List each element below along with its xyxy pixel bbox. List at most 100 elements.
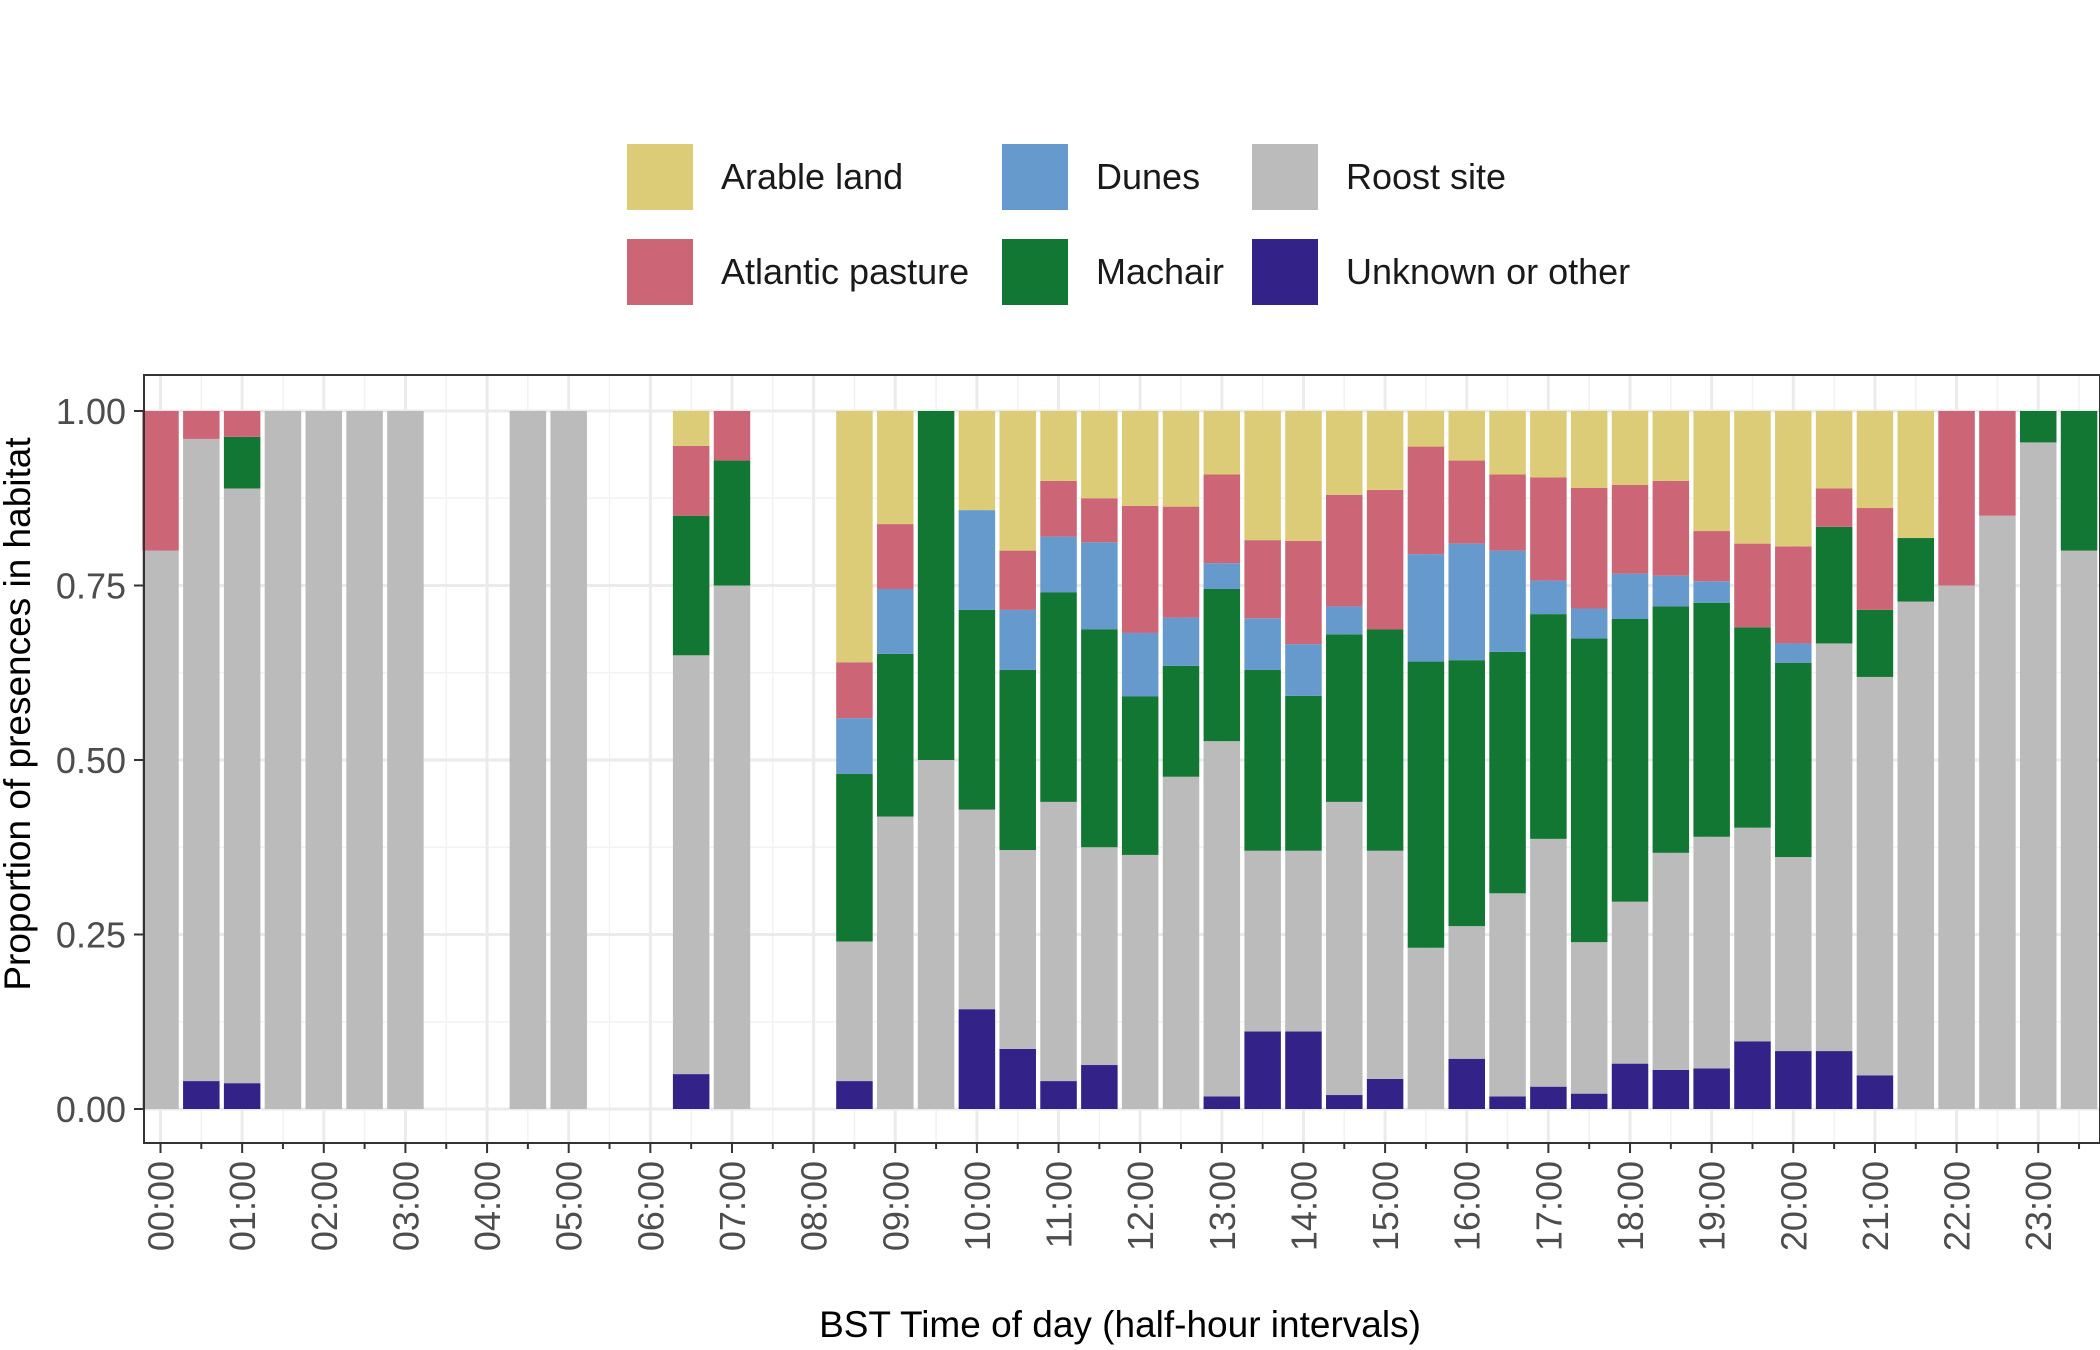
x-tick-label: 08:00 bbox=[794, 1161, 835, 1251]
bar-segment bbox=[142, 411, 179, 551]
bar-segment bbox=[1897, 411, 1935, 539]
bar-segment bbox=[1121, 411, 1159, 506]
bar-segment bbox=[1652, 411, 1690, 481]
bar-segment bbox=[1244, 1031, 1281, 1109]
legend-item-dunes: Dunes bbox=[1002, 143, 1200, 211]
y-tick-label: 0.50 bbox=[56, 740, 126, 781]
y-tick-label: 0.00 bbox=[56, 1089, 126, 1130]
bar-segment bbox=[1652, 575, 1690, 607]
bar-segment bbox=[1081, 411, 1118, 499]
bar-segment bbox=[958, 809, 996, 1010]
bar-segment bbox=[1407, 947, 1445, 1109]
bar-segment bbox=[1040, 801, 1077, 1082]
bar-segment bbox=[264, 411, 302, 1109]
x-tick-label: 07:00 bbox=[712, 1161, 753, 1251]
bar-segment bbox=[1366, 1078, 1404, 1109]
bar-segment bbox=[1897, 601, 1935, 1109]
bar-segment bbox=[1815, 411, 1853, 489]
bar-segment bbox=[1489, 474, 1526, 551]
legend-swatch-atlantic-pasture bbox=[627, 239, 693, 305]
y-axis-title: Proportion of presences in habitat bbox=[0, 437, 38, 991]
x-tick-label: 21:00 bbox=[1855, 1161, 1896, 1251]
bar-segment bbox=[1611, 484, 1649, 574]
bar-segment bbox=[1081, 1065, 1118, 1109]
bar-segment bbox=[1326, 634, 1363, 802]
bar-segment bbox=[1693, 531, 1730, 582]
x-tick-label: 19:00 bbox=[1692, 1161, 1733, 1251]
bar-segment bbox=[1285, 540, 1322, 645]
bar-segment bbox=[1815, 1051, 1853, 1109]
bar-segment bbox=[1203, 411, 1241, 475]
bar-segment bbox=[183, 438, 220, 1082]
bar-segment bbox=[223, 436, 261, 489]
bar-segment bbox=[1693, 581, 1730, 603]
bar-segment bbox=[958, 411, 996, 511]
bar-segment bbox=[1652, 1069, 1690, 1109]
bar-segment bbox=[1121, 632, 1159, 697]
x-tick-label: 09:00 bbox=[875, 1161, 916, 1251]
bar-segment bbox=[999, 1048, 1036, 1109]
bar-segment bbox=[1570, 487, 1608, 609]
bar-segment bbox=[1693, 1068, 1730, 1109]
bar-segment bbox=[877, 411, 914, 525]
bar-segment bbox=[1611, 619, 1649, 902]
bar-segment bbox=[877, 816, 914, 1109]
bar-segment bbox=[2060, 550, 2098, 1109]
bar-segment bbox=[1366, 489, 1404, 630]
x-tick-label: 14:00 bbox=[1283, 1161, 1324, 1251]
bar-segment bbox=[1611, 1063, 1649, 1109]
bar-segment bbox=[1734, 543, 1771, 628]
bar-segment bbox=[1203, 1096, 1241, 1109]
legend-swatch-dunes bbox=[1002, 144, 1068, 210]
bar-segment bbox=[223, 488, 261, 1084]
bar-segment bbox=[917, 411, 955, 760]
bar-segment bbox=[1775, 1051, 1812, 1109]
legend-label-atlantic-pasture: Atlantic pasture bbox=[721, 251, 970, 292]
bar-segment bbox=[1775, 662, 1812, 858]
bar-segment bbox=[1856, 676, 1894, 1076]
bar-segment bbox=[1652, 480, 1690, 576]
bar-segment bbox=[509, 411, 547, 1109]
bar-segment bbox=[223, 411, 261, 437]
bar-segment bbox=[1489, 411, 1526, 475]
bar-segment bbox=[1652, 852, 1690, 1070]
bar-segment bbox=[1938, 585, 1975, 1109]
bars-layer bbox=[142, 411, 2098, 1109]
bar-segment bbox=[1693, 836, 1730, 1069]
bar-segment bbox=[672, 655, 710, 1075]
bar-segment bbox=[672, 411, 710, 446]
bar-segment bbox=[1244, 411, 1281, 541]
bar-segment bbox=[1570, 608, 1608, 639]
bar-segment bbox=[1489, 651, 1526, 894]
bar-segment bbox=[1897, 538, 1935, 602]
bar-segment bbox=[958, 510, 996, 610]
bar-segment bbox=[1285, 644, 1322, 696]
bar-segment bbox=[877, 653, 914, 817]
bar-segment bbox=[1815, 488, 1853, 527]
bar-segment bbox=[1530, 614, 1567, 839]
legend-label-unknown: Unknown or other bbox=[1346, 251, 1631, 292]
bar-segment bbox=[1856, 1075, 1894, 1109]
bar-segment bbox=[1448, 543, 1485, 661]
bar-segment bbox=[550, 411, 587, 1109]
bar-segment bbox=[1244, 540, 1281, 619]
bar-segment bbox=[1407, 446, 1445, 555]
bar-segment bbox=[1530, 477, 1567, 581]
y-tick-label: 0.25 bbox=[56, 915, 126, 956]
x-tick-label: 15:00 bbox=[1365, 1161, 1406, 1251]
bar-segment bbox=[877, 524, 914, 589]
bar-segment bbox=[1530, 838, 1567, 1087]
x-tick-label: 12:00 bbox=[1120, 1161, 1161, 1251]
bar-segment bbox=[999, 411, 1036, 551]
bar-segment bbox=[1081, 498, 1118, 543]
bar-segment bbox=[999, 669, 1036, 851]
bar-segment bbox=[1285, 695, 1322, 851]
x-tick-label: 03:00 bbox=[385, 1161, 426, 1251]
bar-segment bbox=[1162, 506, 1200, 618]
bar-segment bbox=[1856, 609, 1894, 677]
bar-segment bbox=[713, 585, 751, 1109]
bar-segment bbox=[999, 609, 1036, 670]
bar-segment bbox=[1815, 526, 1853, 644]
bar-segment bbox=[1489, 893, 1526, 1097]
bar-segment bbox=[1285, 411, 1322, 541]
